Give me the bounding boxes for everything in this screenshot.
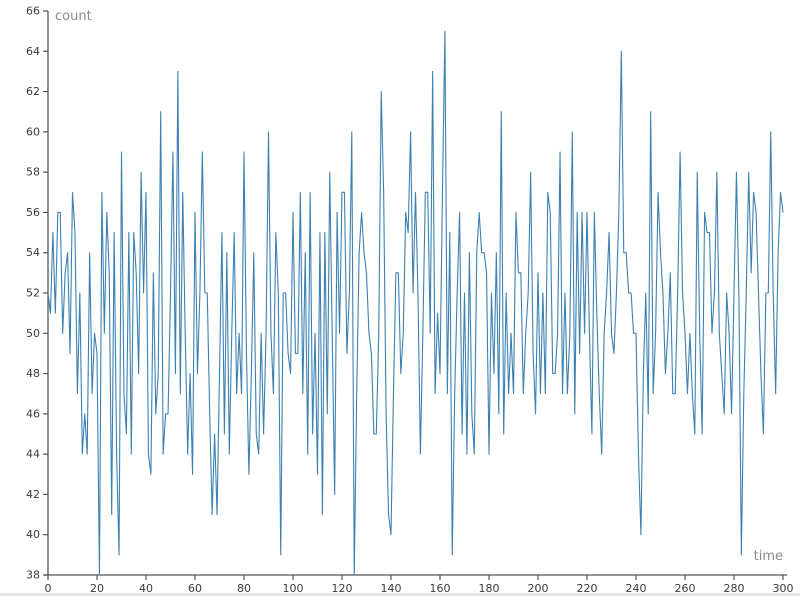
x-tick-label: 60 [188,582,202,595]
x-tick-label: 280 [724,582,745,595]
y-tick-label: 50 [26,327,40,340]
y-axis-title: count [55,9,92,24]
y-tick-label: 46 [26,407,40,420]
y-tick-label: 56 [26,206,40,219]
x-tick-label: 100 [283,582,304,595]
y-tick-label: 42 [26,488,40,501]
x-tick-label: 200 [528,582,549,595]
x-tick-label: 260 [675,582,696,595]
y-tick-label: 44 [26,448,40,461]
x-tick-label: 300 [773,582,794,595]
x-tick-label: 220 [577,582,598,595]
y-tick-label: 48 [26,367,40,380]
y-tick-label: 54 [26,246,40,259]
x-tick-label: 120 [332,582,353,595]
x-tick-label: 180 [479,582,500,595]
x-tick-label: 140 [381,582,402,595]
y-tick-label: 52 [26,287,40,300]
x-tick-label: 80 [237,582,251,595]
x-tick-label: 20 [90,582,104,595]
x-axis-title: time [754,549,783,564]
window-bottom-edge [0,593,800,596]
x-tick-label: 0 [45,582,52,595]
y-tick-label: 64 [26,45,40,58]
x-tick-label: 160 [430,582,451,595]
series-line [47,30,784,576]
y-tick-label: 38 [26,569,40,582]
y-tick-label: 60 [26,125,40,138]
y-tick-label: 66 [26,5,40,18]
y-tick-label: 62 [26,85,40,98]
x-tick-label: 240 [626,582,647,595]
y-tick-label: 40 [26,528,40,541]
x-tick-label: 40 [139,582,153,595]
y-tick-label: 58 [26,166,40,179]
